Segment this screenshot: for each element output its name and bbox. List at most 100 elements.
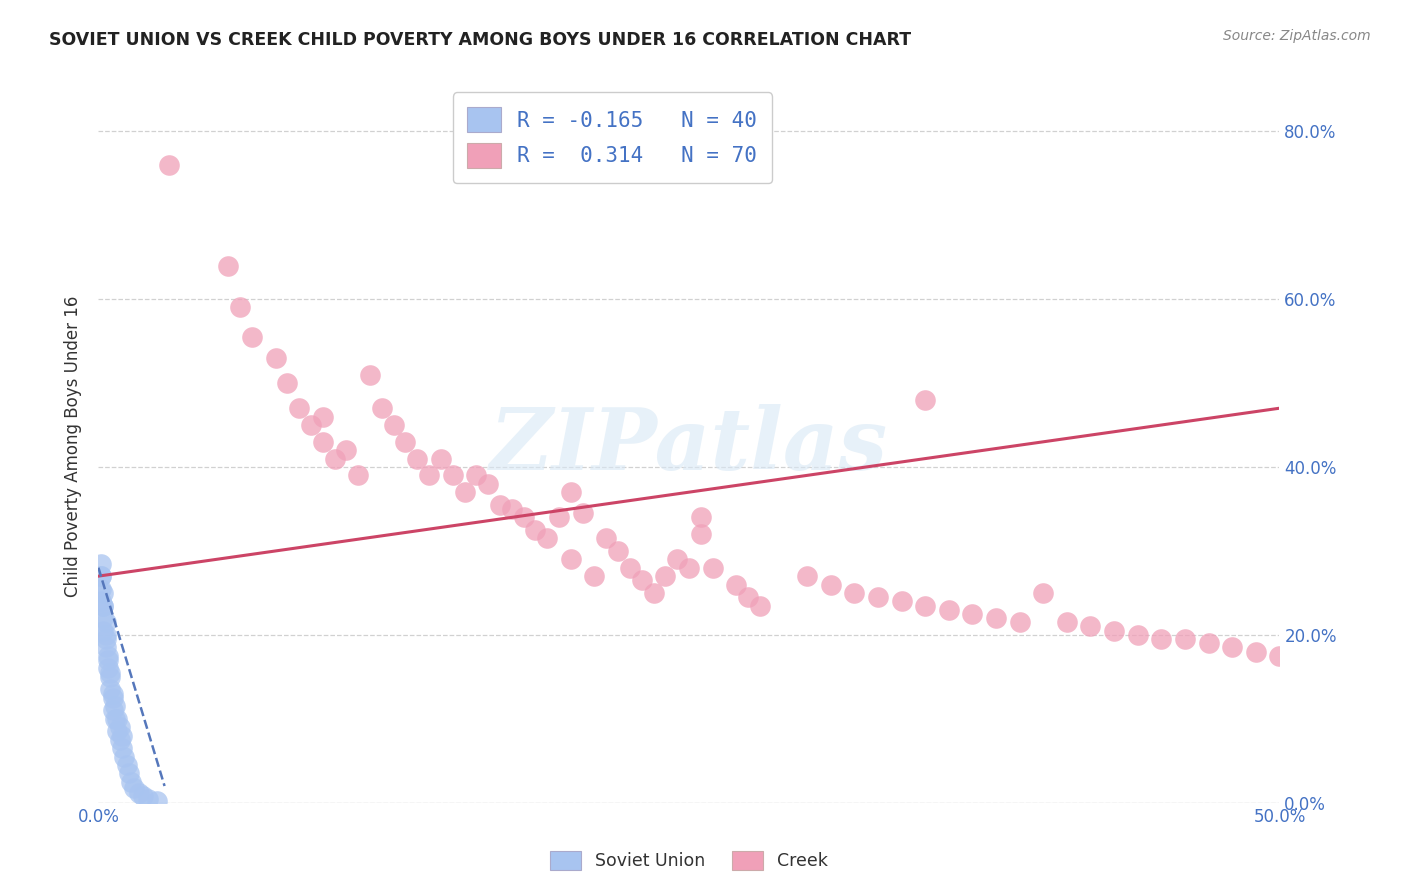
Point: [217, 259, 239, 273]
Point: [108, 720, 131, 734]
Point: [90, 569, 112, 583]
Point: [548, 510, 571, 524]
Point: [90, 594, 112, 608]
Point: [1126, 628, 1149, 642]
Point: [1056, 615, 1078, 630]
Point: [1268, 648, 1291, 663]
Point: [844, 586, 866, 600]
Point: [229, 301, 252, 315]
Point: [524, 523, 547, 537]
Point: [104, 712, 127, 726]
Point: [501, 502, 523, 516]
Text: Source: ZipAtlas.com: Source: ZipAtlas.com: [1223, 29, 1371, 43]
Point: [299, 417, 322, 432]
Point: [643, 586, 665, 600]
Point: [128, 786, 150, 800]
Point: [157, 158, 180, 172]
Point: [938, 603, 960, 617]
Point: [560, 485, 582, 500]
Point: [1008, 615, 1031, 630]
Point: [94, 628, 117, 642]
Legend: Soviet Union, Creek: Soviet Union, Creek: [541, 842, 837, 879]
Point: [583, 569, 606, 583]
Point: [1198, 636, 1220, 650]
Point: [136, 792, 159, 806]
Point: [1032, 586, 1054, 600]
Point: [347, 468, 370, 483]
Point: [796, 569, 818, 583]
Point: [91, 586, 114, 600]
Point: [105, 724, 128, 739]
Point: [91, 599, 114, 613]
Point: [630, 574, 652, 588]
Point: [264, 351, 287, 365]
Point: [371, 401, 394, 416]
Point: [94, 640, 117, 655]
Point: [560, 552, 582, 566]
Point: [359, 368, 381, 382]
Point: [571, 506, 593, 520]
Point: [118, 766, 141, 780]
Point: [97, 661, 120, 675]
Point: [418, 468, 440, 483]
Point: [240, 330, 263, 344]
Point: [1080, 619, 1102, 633]
Point: [94, 615, 117, 630]
Point: [914, 599, 936, 613]
Point: [101, 687, 124, 701]
Point: [90, 582, 112, 596]
Point: [90, 557, 112, 571]
Point: [512, 510, 534, 524]
Point: [1174, 632, 1197, 646]
Y-axis label: Child Poverty Among Boys Under 16: Child Poverty Among Boys Under 16: [65, 295, 83, 597]
Point: [91, 599, 114, 613]
Point: [536, 532, 558, 546]
Point: [689, 527, 711, 541]
Point: [465, 468, 488, 483]
Point: [101, 703, 124, 717]
Point: [94, 632, 117, 646]
Point: [489, 498, 512, 512]
Point: [97, 648, 120, 663]
Point: [323, 451, 346, 466]
Point: [441, 468, 464, 483]
Point: [406, 451, 429, 466]
Point: [914, 392, 936, 407]
Point: [382, 417, 405, 432]
Point: [1220, 640, 1243, 655]
Point: [90, 569, 112, 583]
Point: [105, 712, 128, 726]
Point: [276, 376, 298, 390]
Point: [98, 665, 121, 680]
Point: [1150, 632, 1173, 646]
Point: [132, 789, 155, 803]
Point: [984, 611, 1007, 625]
Point: [678, 560, 700, 574]
Point: [101, 690, 124, 705]
Point: [666, 552, 689, 566]
Point: [312, 434, 335, 449]
Point: [288, 401, 311, 416]
Text: SOVIET UNION VS CREEK CHILD POVERTY AMONG BOYS UNDER 16 CORRELATION CHART: SOVIET UNION VS CREEK CHILD POVERTY AMON…: [49, 31, 911, 49]
Point: [97, 653, 120, 667]
Point: [962, 607, 984, 621]
Point: [654, 569, 676, 583]
Point: [477, 476, 499, 491]
Point: [607, 544, 630, 558]
Legend: R = -0.165   N = 40, R =  0.314   N = 70: R = -0.165 N = 40, R = 0.314 N = 70: [453, 93, 772, 183]
Text: ZIPatlas: ZIPatlas: [489, 404, 889, 488]
Point: [98, 682, 121, 697]
Point: [104, 699, 127, 714]
Point: [98, 670, 121, 684]
Point: [595, 532, 617, 546]
Point: [619, 560, 641, 574]
Point: [115, 758, 138, 772]
Point: [737, 590, 759, 604]
Point: [1244, 645, 1267, 659]
Point: [112, 749, 135, 764]
Point: [108, 732, 131, 747]
Point: [111, 729, 134, 743]
Point: [453, 485, 475, 500]
Point: [430, 451, 453, 466]
Point: [866, 590, 889, 604]
